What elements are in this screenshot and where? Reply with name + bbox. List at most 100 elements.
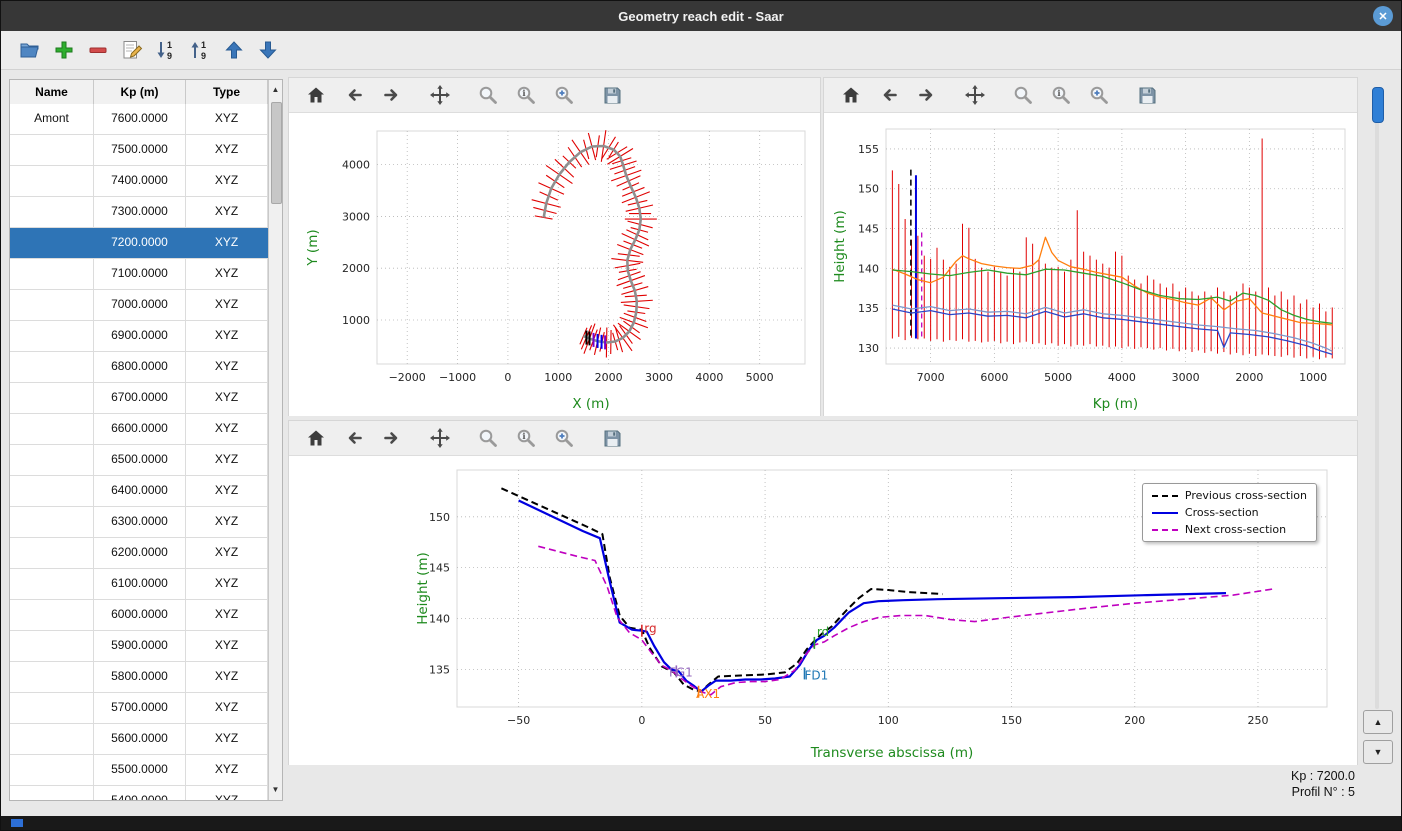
previous-profile-button[interactable]: ▲ [1363, 710, 1393, 734]
back-arrow-icon [883, 89, 897, 101]
zoom-info-button[interactable]: i [1046, 81, 1076, 109]
save-button[interactable] [597, 81, 627, 109]
zoom-info-button[interactable]: i [511, 424, 541, 452]
remove-cross-section-button[interactable] [83, 35, 113, 65]
svg-text:Height (m): Height (m) [415, 552, 431, 625]
open-button[interactable] [15, 35, 45, 65]
pan-button[interactable] [425, 424, 455, 452]
magnifier-plus-icon [555, 86, 573, 104]
home-button[interactable] [301, 81, 331, 109]
pan-button[interactable] [960, 81, 990, 109]
zoom-info-button[interactable]: i [511, 81, 541, 109]
slider-handle[interactable] [1372, 87, 1384, 123]
cross-section-plot[interactable]: −50 0 50 100 150 200 250 135 140 145 150 Transverse… [289, 456, 1357, 765]
column-header-name[interactable]: Name [10, 80, 94, 104]
table-row[interactable]: 5800.0000 XYZ [10, 662, 268, 693]
table-row[interactable]: 7300.0000 XYZ [10, 197, 268, 228]
svg-text:150: 150 [1001, 714, 1022, 727]
close-button[interactable]: ✕ [1373, 6, 1393, 26]
add-cross-section-button[interactable] [49, 35, 79, 65]
column-header-type[interactable]: Type [186, 80, 268, 104]
longitudinal-profile-plot[interactable]: 7000 6000 5000 4000 3000 2000 1000 130 135 140 145… [824, 113, 1357, 416]
zoom-button[interactable] [1008, 81, 1038, 109]
cell-type: XYZ [186, 600, 268, 630]
table-row[interactable]: 7200.0000 XYZ [10, 228, 268, 259]
pan-button[interactable] [425, 81, 455, 109]
edit-button[interactable] [117, 35, 147, 65]
back-button[interactable] [339, 81, 369, 109]
forward-button[interactable] [377, 81, 407, 109]
plan-view-plot[interactable]: −2000 −1000 0 1000 2000 3000 4000 5000 1000 2000 3… [289, 113, 820, 416]
table-row[interactable]: 6600.0000 XYZ [10, 414, 268, 445]
table-row[interactable]: 5900.0000 XYZ [10, 631, 268, 662]
table-row[interactable]: Amont 7600.0000 XYZ [10, 104, 268, 135]
svg-text:3000: 3000 [645, 371, 673, 384]
cell-type: XYZ [186, 786, 268, 800]
svg-text:100: 100 [878, 714, 899, 727]
forward-button[interactable] [912, 81, 942, 109]
table-row[interactable]: 5600.0000 XYZ [10, 724, 268, 755]
zoom-region-button[interactable] [549, 424, 579, 452]
zoom-button[interactable] [473, 81, 503, 109]
scrollbar-thumb[interactable] [271, 102, 282, 204]
table-row[interactable]: 5700.0000 XYZ [10, 693, 268, 724]
vertical-slider[interactable] [1369, 87, 1385, 709]
sort-descending-button[interactable]: 1 9 [151, 35, 181, 65]
table-scrollbar[interactable]: ▲ ▼ [268, 80, 282, 800]
table-row[interactable]: 5500.0000 XYZ [10, 755, 268, 786]
save-button[interactable] [597, 424, 627, 452]
back-button[interactable] [339, 424, 369, 452]
table-row[interactable]: 6100.0000 XYZ [10, 569, 268, 600]
cell-name [10, 352, 94, 382]
cell-kp: 5800.0000 [94, 662, 186, 692]
save-button[interactable] [1132, 81, 1162, 109]
move-down-button[interactable] [253, 35, 283, 65]
home-button[interactable] [301, 424, 331, 452]
plan-view-panel: i −2000 −1000 0 1000 2000 3000 4000 5000 1000 200… [288, 77, 821, 416]
table-row[interactable]: 6000.0000 XYZ [10, 600, 268, 631]
table-row[interactable]: 6200.0000 XYZ [10, 538, 268, 569]
table-row[interactable]: 7000.0000 XYZ [10, 290, 268, 321]
cell-name [10, 259, 94, 289]
cross-section-panel: i −50 0 50 100 150 200 250 135 140 145 150 Transver… [288, 420, 1358, 765]
zoom-region-button[interactable] [1084, 81, 1114, 109]
table-row[interactable]: 6900.0000 XYZ [10, 321, 268, 352]
table-row[interactable]: 6700.0000 XYZ [10, 383, 268, 414]
magnifier-icon [1014, 86, 1032, 104]
table-row[interactable]: 7400.0000 XYZ [10, 166, 268, 197]
table-row[interactable]: 6300.0000 XYZ [10, 507, 268, 538]
cell-name [10, 166, 94, 196]
table-row[interactable]: 6800.0000 XYZ [10, 352, 268, 383]
move-up-button[interactable] [219, 35, 249, 65]
longitudinal-profile-panel: i 7000 6000 5000 4000 3000 2000 1000 130 135 140 1… [823, 77, 1358, 416]
table-row[interactable]: 5400.0000 XYZ [10, 786, 268, 800]
slider-track [1375, 87, 1379, 709]
cell-type: XYZ [186, 228, 268, 258]
table-row[interactable]: 7100.0000 XYZ [10, 259, 268, 290]
svg-text:6000: 6000 [980, 371, 1008, 384]
table-row[interactable]: 6400.0000 XYZ [10, 476, 268, 507]
status-info: Kp : 7200.0 Profil N° : 5 [1291, 768, 1355, 800]
cell-name [10, 569, 94, 599]
cell-name [10, 538, 94, 568]
column-header-kp[interactable]: Kp (m) [94, 80, 186, 104]
home-button[interactable] [836, 81, 866, 109]
zoom-button[interactable] [473, 424, 503, 452]
cell-name [10, 755, 94, 785]
zoom-region-button[interactable] [549, 81, 579, 109]
back-button[interactable] [874, 81, 904, 109]
scroll-up-button[interactable]: ▲ [271, 85, 280, 94]
forward-button[interactable] [377, 424, 407, 452]
sort-ascending-button[interactable]: 1 9 [185, 35, 215, 65]
cell-kp: 7500.0000 [94, 135, 186, 165]
svg-text:50: 50 [758, 714, 772, 727]
svg-text:4000: 4000 [1108, 371, 1136, 384]
next-profile-button[interactable]: ▼ [1363, 740, 1393, 764]
table-row[interactable]: 7500.0000 XYZ [10, 135, 268, 166]
plot-legend: Previous cross-section Cross-section Next … [1141, 483, 1317, 542]
table-row[interactable]: 6500.0000 XYZ [10, 445, 268, 476]
cell-name [10, 383, 94, 413]
svg-text:FD1: FD1 [805, 669, 829, 683]
scroll-down-button[interactable]: ▼ [271, 785, 280, 794]
home-icon [308, 430, 324, 446]
